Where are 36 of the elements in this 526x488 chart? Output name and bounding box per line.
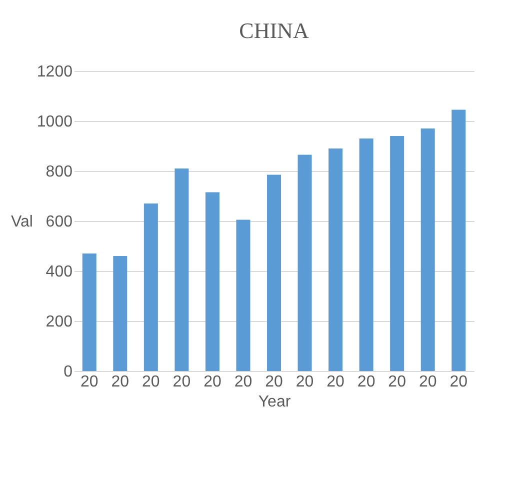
x-tick-label: 20: [172, 374, 191, 390]
x-tick-label: 20: [388, 374, 406, 390]
bar: [82, 254, 96, 371]
bar: [390, 136, 404, 371]
bar: [359, 138, 374, 371]
x-tick-label: 20: [111, 374, 130, 390]
x-tick-label: 20: [265, 374, 283, 390]
bar: [420, 128, 435, 371]
x-tick-label: 20: [204, 374, 222, 390]
x-axis-title: Year: [258, 394, 292, 410]
bar: [267, 174, 281, 371]
bar: [113, 256, 128, 371]
chart-title: CHINA: [239, 18, 309, 43]
x-tick-label: 20: [357, 374, 376, 390]
x-tick-label: 20: [418, 374, 437, 390]
x-tick-label: 20: [80, 374, 98, 390]
bar: [452, 110, 466, 371]
y-tick-label: 600: [46, 214, 73, 230]
y-tick-label: 400: [46, 264, 73, 280]
bar: [328, 148, 343, 371]
bar: [298, 154, 312, 371]
x-tick-label: 20: [326, 374, 345, 390]
bar: [144, 204, 158, 371]
x-tick-label: 20: [234, 374, 252, 390]
bar: [205, 192, 220, 371]
y-tick-label: 200: [46, 314, 73, 330]
y-tick-label: 0: [64, 364, 73, 380]
y-axis-title: Val: [10, 214, 33, 230]
y-tick-label: 800: [46, 164, 73, 180]
x-tick-label: 20: [296, 374, 314, 390]
bar: [236, 220, 250, 371]
x-tick-label: 20: [450, 374, 468, 390]
bar: [174, 168, 189, 371]
x-tick-label: 20: [142, 374, 160, 390]
y-tick-label: 1200: [36, 64, 73, 80]
y-tick-label: 1000: [36, 114, 73, 130]
